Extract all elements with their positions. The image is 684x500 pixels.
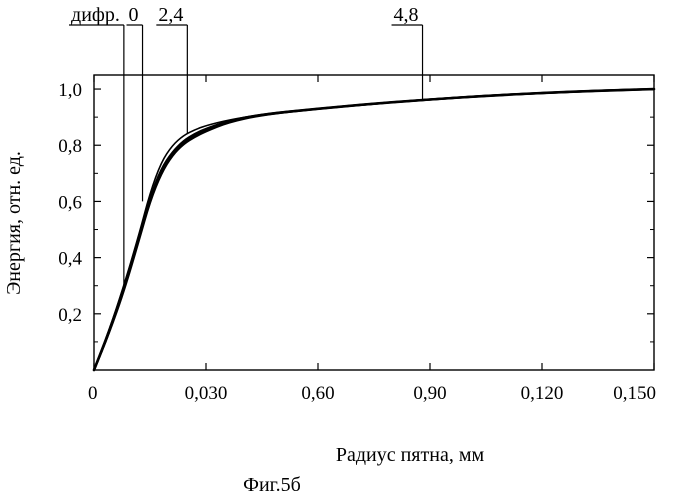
figure-caption: Фиг.5б (243, 474, 301, 496)
ticks-layer: 0 0,030 0,60 0,90 0,120 0,150 0,2 0,4 0,6 0,8 1,0 (58, 75, 656, 404)
y-tick-label: 0,4 (58, 249, 82, 270)
callouts-layer: дифр. 0 2,4 4,8 (69, 4, 423, 286)
series-label: 4,8 (394, 4, 419, 26)
y-tick-label: 0,2 (58, 305, 82, 326)
plot-frame (94, 75, 654, 370)
x-tick-label: 0 (88, 383, 98, 404)
y-tick-label: 0,8 (58, 136, 82, 157)
series-label: 2,4 (158, 4, 183, 26)
x-tick-label: 0,030 (185, 383, 228, 404)
series-line-4 (94, 89, 654, 370)
x-tick-label: 0,90 (413, 383, 446, 404)
series-line-2 (94, 89, 654, 370)
y-tick-label: 1,0 (58, 80, 82, 101)
x-axis-title: Радиус пятна, мм (336, 444, 485, 466)
x-tick-label: 0,150 (613, 383, 656, 404)
series-line-3 (94, 89, 654, 370)
x-tick-label: 0,60 (301, 383, 334, 404)
x-tick-label: 0,120 (521, 383, 564, 404)
y-tick-label: 0,6 (58, 192, 82, 213)
curves-layer (94, 89, 654, 370)
series-label: 0 (129, 4, 139, 26)
series-line-1 (94, 89, 654, 370)
series-label: дифр. (71, 4, 120, 26)
y-axis-title: Энергия, отн. ед. (3, 151, 25, 295)
